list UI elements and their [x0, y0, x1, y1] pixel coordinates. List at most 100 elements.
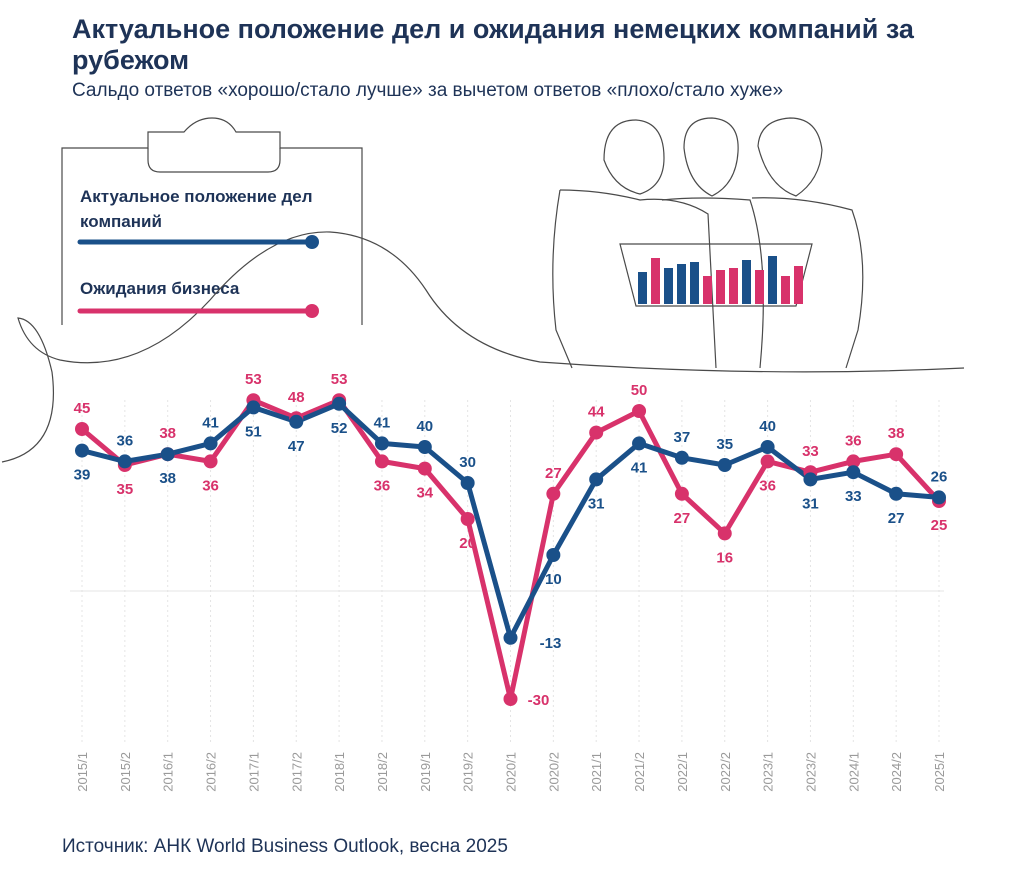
illustration-bars: [638, 256, 803, 304]
data-label-expectations-2018/2: 36: [374, 477, 391, 494]
point-current-2020/2: [546, 548, 561, 562]
data-label-expectations-2015/2: 35: [117, 481, 134, 498]
data-label-expectations-2023/2: 33: [802, 443, 819, 460]
chart-title: Актуальное положение дел и ожидания неме…: [72, 14, 914, 75]
point-current-2025/1: [932, 490, 946, 505]
x-tick-2020/2: 2020/2: [546, 752, 561, 792]
point-current-2018/1: [332, 396, 347, 411]
x-tick-2021/1: 2021/1: [589, 752, 604, 792]
point-expectations-2018/2: [374, 454, 389, 469]
point-current-2019/2: [460, 476, 475, 490]
data-label-current-2023/2: 31: [802, 495, 819, 512]
point-current-2021/1: [589, 472, 604, 487]
data-label-expectations-2024/1: 36: [845, 432, 862, 449]
data-label-current-2018/2: 41: [374, 414, 391, 431]
point-expectations-2020/2: [546, 486, 561, 501]
point-current-2017/1: [246, 400, 261, 415]
point-expectations-2019/1: [417, 461, 432, 476]
point-current-2016/1: [160, 447, 175, 462]
point-expectations-2024/1: [846, 454, 861, 469]
data-label-expectations-2022/2: 16: [716, 549, 733, 566]
data-label-expectations-2022/1: 27: [674, 510, 691, 527]
data-label-expectations-2015/1: 45: [74, 400, 91, 417]
point-current-2017/2: [289, 414, 304, 429]
x-axis-ticks: 2015/1 2015/2 2016/1 2016/2 2017/1 2017/2 2018…: [75, 752, 947, 792]
data-label-current-2017/2: 47: [288, 438, 305, 455]
data-labels: 45 35 38 36 53 48 53 36 34 20 -30 27 44 50 27 16 36 33 36 3…: [74, 371, 948, 709]
data-label-expectations-2019/1: 34: [416, 485, 433, 502]
x-tick-2015/2: 2015/2: [118, 752, 133, 792]
data-points: [75, 393, 946, 706]
point-current-2016/2: [203, 436, 218, 451]
point-current-2024/1: [846, 465, 861, 480]
data-label-current-2021/2: 41: [631, 459, 648, 476]
data-label-expectations-2023/1: 36: [759, 477, 776, 494]
data-label-current-2025/1: 26: [931, 468, 948, 485]
x-tick-2024/1: 2024/1: [846, 752, 861, 792]
data-label-expectations-2019/2: 20: [459, 535, 476, 552]
data-label-current-2016/2: 41: [202, 414, 219, 431]
chart-subtitle: Сальдо ответов «хорошо/стало лучше» за в…: [72, 80, 784, 101]
data-label-expectations-2025/1: 25: [931, 517, 948, 534]
x-tick-2016/1: 2016/1: [161, 752, 176, 792]
business-people-illustration: [552, 117, 864, 369]
data-label-expectations-2021/1: 44: [588, 404, 605, 421]
data-label-current-2024/1: 33: [845, 488, 862, 505]
point-current-2023/2: [803, 472, 818, 487]
point-current-2018/2: [374, 436, 389, 451]
data-label-expectations-2017/1: 53: [245, 371, 262, 388]
legend-marker-expectations: [77, 304, 319, 318]
x-tick-2025/1: 2025/1: [932, 752, 947, 792]
x-tick-2016/2: 2016/2: [204, 752, 219, 792]
x-tick-2020/1: 2020/1: [504, 752, 519, 792]
data-label-expectations-2020/1: -30: [528, 692, 550, 709]
data-label-expectations-2017/2: 48: [288, 389, 305, 406]
x-tick-2023/1: 2023/1: [761, 752, 776, 792]
point-expectations-2024/2: [889, 447, 904, 462]
data-label-expectations-2020/2: 27: [545, 465, 562, 482]
source-note: Источник: АНК World Business Outlook, ве…: [62, 836, 508, 857]
point-expectations-2021/2: [632, 404, 647, 418]
point-current-2015/2: [117, 454, 132, 469]
data-label-current-2021/1: 31: [588, 495, 605, 512]
data-label-expectations-2021/2: 50: [631, 382, 648, 399]
data-label-expectations-2024/2: 38: [888, 425, 905, 442]
data-label-current-2020/2: 10: [545, 571, 562, 588]
point-current-2019/1: [417, 440, 432, 454]
x-tick-2018/1: 2018/1: [332, 752, 347, 792]
point-current-2022/1: [674, 450, 689, 465]
x-tick-2017/1: 2017/1: [246, 752, 261, 792]
data-label-current-2016/1: 38: [159, 470, 176, 487]
x-tick-2017/2: 2017/2: [289, 752, 304, 792]
legend-label-expectations: Ожидания бизнеса: [80, 279, 240, 298]
data-label-current-2020/1: -13: [540, 635, 562, 652]
x-tick-2022/2: 2022/2: [718, 752, 733, 792]
x-tick-2015/1: 2015/1: [75, 752, 90, 792]
legend-label-current: Актуальное положение дел компаний: [80, 187, 313, 231]
data-label-expectations-2016/1: 38: [159, 425, 176, 442]
data-label-current-2018/1: 52: [331, 420, 348, 437]
data-label-current-2024/2: 27: [888, 510, 905, 527]
data-label-current-2015/2: 36: [117, 432, 134, 449]
data-label-current-2017/1: 51: [245, 423, 262, 440]
point-expectations-2022/1: [674, 486, 689, 501]
x-tick-2024/2: 2024/2: [889, 752, 904, 792]
point-current-2024/2: [889, 486, 904, 501]
x-tick-2019/2: 2019/2: [461, 752, 476, 792]
point-expectations-2023/1: [760, 454, 775, 469]
x-tick-2021/2: 2021/2: [632, 752, 647, 792]
data-label-current-2019/2: 30: [459, 454, 476, 471]
data-label-current-2019/1: 40: [416, 418, 433, 435]
data-label-expectations-2018/1: 53: [331, 371, 348, 388]
point-expectations-2019/2: [460, 512, 475, 526]
point-expectations-2015/1: [75, 422, 89, 436]
data-label-current-2022/2: 35: [716, 436, 733, 453]
point-current-2023/1: [760, 440, 775, 454]
x-tick-2019/1: 2019/1: [418, 752, 433, 792]
data-label-current-2023/1: 40: [759, 418, 776, 435]
point-expectations-2021/1: [589, 425, 604, 440]
legend-marker-current: [77, 235, 319, 249]
point-expectations-2020/1: [503, 692, 518, 706]
point-current-2022/2: [717, 458, 732, 472]
